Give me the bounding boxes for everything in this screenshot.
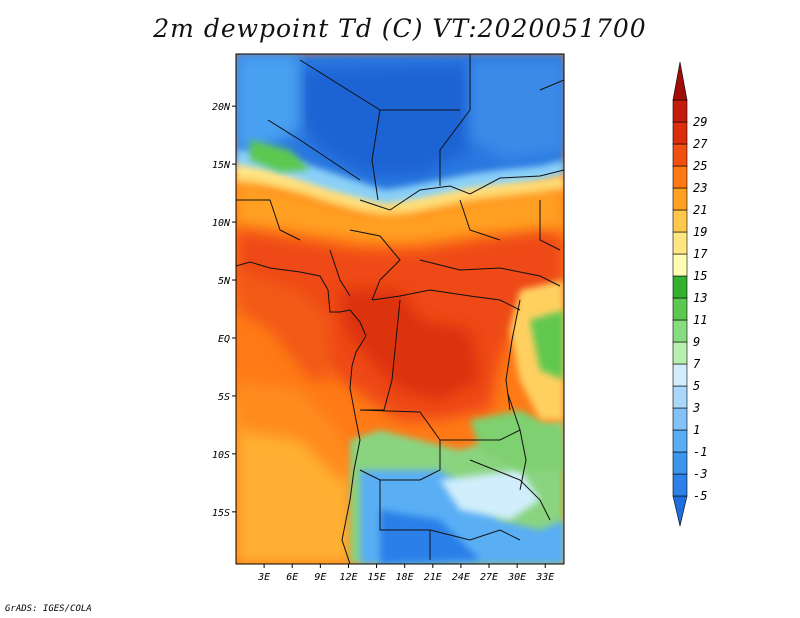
colorbar-segment xyxy=(672,473,688,497)
colorbar-label: 17 xyxy=(693,247,708,261)
colorbar-segment xyxy=(672,297,688,321)
colorbar-segment xyxy=(672,143,688,167)
colorbar-label: 11 xyxy=(693,313,707,327)
x-tick-label: 18E xyxy=(396,572,414,583)
x-tick-label: 9E xyxy=(314,572,326,583)
x-tick-label: 15E xyxy=(368,572,386,583)
colorbar-segment xyxy=(672,385,688,409)
y-tick-label: 20N xyxy=(212,102,231,113)
x-tick-label: 6E xyxy=(286,572,298,583)
colorbar-top-arrow xyxy=(672,61,688,101)
colorbar-segment xyxy=(672,363,688,387)
colorbar-label: -1 xyxy=(693,445,707,459)
x-tick-label: 24E xyxy=(452,572,470,583)
x-tick-label: 27E xyxy=(480,572,498,583)
colorbar-segment xyxy=(672,253,688,277)
colorbar-segment xyxy=(672,275,688,299)
colorbar-segment xyxy=(672,319,688,343)
colorbar-segment xyxy=(672,187,688,211)
colorbar-bottom-arrow xyxy=(672,495,688,527)
x-tick-label: 33E xyxy=(535,572,554,583)
colorbar-label: 9 xyxy=(693,335,700,349)
y-tick-label: EQ xyxy=(218,334,230,345)
x-tick-label: 3E xyxy=(257,572,270,583)
longitude-axis: 3E 6E 9E 12E 15E 18E 21E 24E 27E 30E 33E xyxy=(257,564,554,583)
colorbar-label: 25 xyxy=(693,159,707,173)
x-tick-label: 30E xyxy=(507,572,526,583)
colorbar-segment xyxy=(672,451,688,475)
colorbar-label: 7 xyxy=(693,357,701,371)
colorbar-segment xyxy=(672,99,688,123)
colorbar-segment xyxy=(672,341,688,365)
x-tick-label: 12E xyxy=(339,572,357,583)
y-tick-label: 5S xyxy=(218,392,230,403)
colorbar-label: 1 xyxy=(693,423,700,437)
map-frame xyxy=(235,53,565,565)
colorbar-segment xyxy=(672,429,688,453)
y-tick-label: 10S xyxy=(212,450,230,461)
colorbar-segment xyxy=(672,407,688,431)
colorbar-label: 21 xyxy=(693,203,707,217)
y-tick-label: 5N xyxy=(218,276,231,287)
colorbar-segment xyxy=(672,121,688,145)
colorbar-label: -3 xyxy=(693,467,707,481)
y-tick-label: 15S xyxy=(212,508,230,519)
colorbar-label: 23 xyxy=(693,181,707,195)
colorbar-label: 27 xyxy=(693,137,708,151)
colorbar-segment xyxy=(672,209,688,233)
colorbar-label: -5 xyxy=(693,489,707,503)
dewpoint-field xyxy=(236,54,564,564)
map-title: 2m dewpoint Td (C) VT:2020051700 xyxy=(153,14,647,43)
colorbar-label: 15 xyxy=(693,269,707,283)
country-borders xyxy=(236,54,564,564)
y-tick-label: 15N xyxy=(212,160,231,171)
colorbar-label: 29 xyxy=(693,115,707,129)
colorbar-label: 13 xyxy=(693,291,707,305)
colorbar-label: 3 xyxy=(692,401,700,415)
latitude-axis: 20N 15N 10N 5N EQ 5S 10S 15S xyxy=(212,102,236,519)
colorbar-segment xyxy=(672,165,688,189)
colorbar-segment xyxy=(672,231,688,255)
grads-credit: GrADS: IGES/COLA xyxy=(5,604,92,614)
y-tick-label: 10N xyxy=(212,218,231,229)
colorbar-label: 5 xyxy=(693,379,700,393)
x-tick-label: 21E xyxy=(424,572,442,583)
colorbar-label: 19 xyxy=(693,225,707,239)
